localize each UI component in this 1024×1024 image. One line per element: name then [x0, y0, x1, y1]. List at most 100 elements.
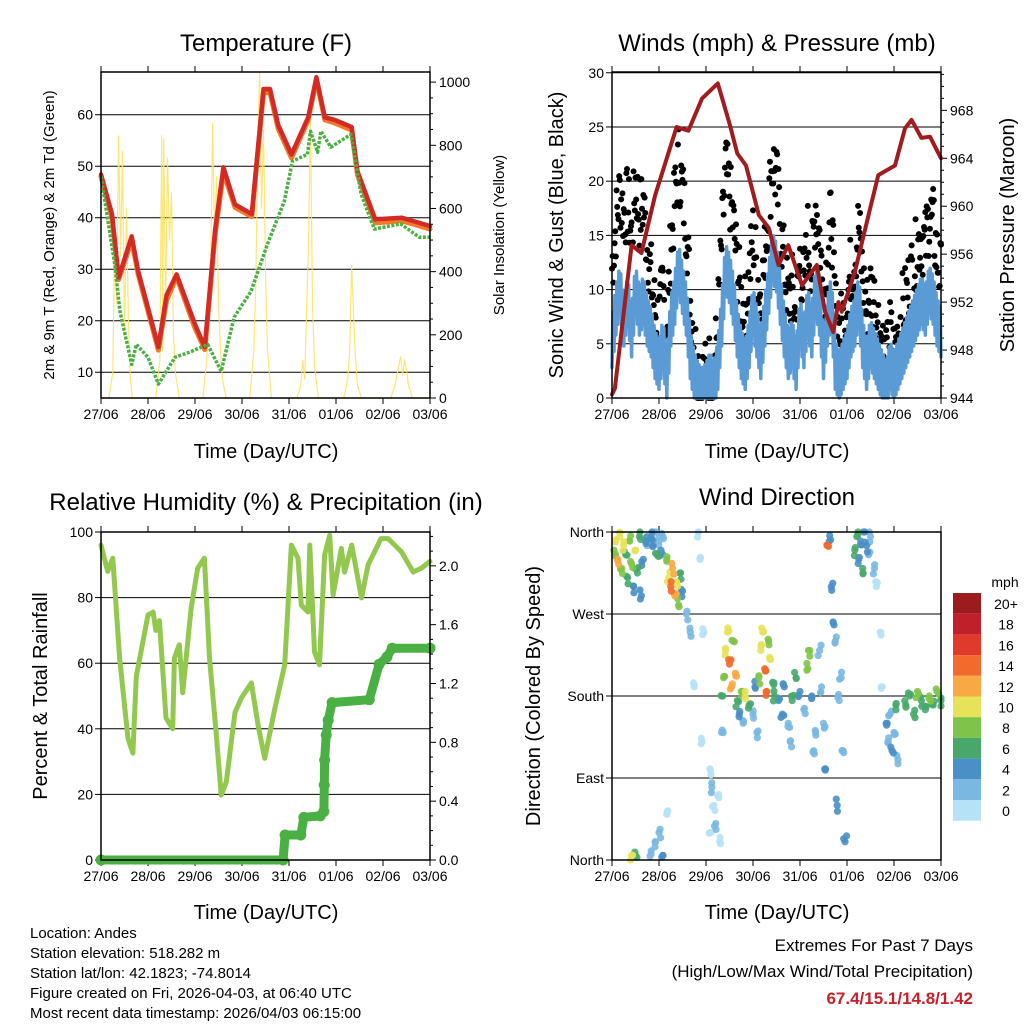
- y2-tick-label: 200: [439, 327, 463, 343]
- gust-point: [641, 194, 648, 201]
- direction-point: [801, 710, 809, 718]
- gust-point: [829, 217, 836, 224]
- direction-point: [859, 570, 867, 578]
- y-tick-label: 60: [77, 107, 93, 123]
- direction-point: [717, 840, 725, 848]
- legend-swatch: [953, 613, 981, 635]
- direction-point: [892, 706, 900, 714]
- gust-point: [732, 247, 739, 254]
- direction-point: [620, 538, 628, 546]
- gust-point: [677, 198, 684, 205]
- plot-frame: [611, 71, 942, 399]
- precipitation-point: [319, 754, 331, 766]
- gust-point: [618, 196, 625, 203]
- direction-point: [705, 829, 713, 837]
- direction-point: [675, 603, 683, 611]
- direction-point: [762, 688, 770, 696]
- direction-point: [741, 695, 750, 703]
- direction-point: [689, 679, 698, 687]
- gust-point: [685, 234, 692, 241]
- gust-point: [832, 280, 839, 287]
- direction-point: [699, 625, 707, 633]
- direction-point: [832, 795, 840, 803]
- gust-point: [720, 211, 727, 218]
- legend-label: 2: [1002, 782, 1010, 798]
- x-tick-label: 27/06: [594, 868, 629, 884]
- precipitation-point: [381, 651, 393, 663]
- gust-point: [887, 299, 894, 306]
- gust-point: [702, 340, 709, 347]
- gust-point: [639, 205, 646, 212]
- legend-label: 20+: [994, 596, 1018, 612]
- gust-point: [919, 271, 926, 278]
- relative-humidity-line: [98, 532, 433, 798]
- y-tick-label: 30: [588, 65, 604, 81]
- direction-point: [840, 835, 848, 843]
- gust-point: [812, 202, 819, 209]
- y-tick-label: 25: [588, 119, 604, 135]
- direction-point: [629, 564, 637, 572]
- extremes-values: 67.4/15.1/14.8/1.42: [826, 989, 973, 1008]
- gust-point: [774, 151, 781, 158]
- y-tick-label: 0: [85, 852, 93, 868]
- gust-point: [616, 177, 623, 184]
- gust-point: [656, 293, 663, 300]
- gust-point: [727, 163, 734, 170]
- direction-point: [728, 680, 736, 688]
- direction-point: [637, 535, 645, 544]
- legend-swatch: [953, 779, 981, 800]
- gust-point: [879, 322, 886, 329]
- gust-point: [908, 242, 915, 249]
- precipitation-point: [318, 805, 330, 817]
- direction-point: [877, 684, 885, 693]
- solar-y2-label: Solar Insolation (Yellow): [491, 155, 508, 315]
- gust-point: [800, 267, 807, 274]
- gust-point: [912, 216, 919, 223]
- y-tick-label: 40: [77, 210, 93, 226]
- direction-point: [863, 548, 872, 556]
- gust-point: [681, 180, 688, 187]
- direction-point: [636, 586, 644, 594]
- precipitation-point: [363, 694, 375, 706]
- y2-tick-label: 960: [950, 198, 974, 214]
- gust-point: [828, 235, 835, 242]
- direction-point: [804, 646, 813, 655]
- gust-point: [686, 246, 693, 253]
- gust-point: [731, 207, 738, 214]
- gust-point: [613, 187, 620, 194]
- direction-point: [786, 737, 795, 745]
- y2-tick-label: 800: [439, 137, 463, 153]
- gust-point: [722, 145, 729, 152]
- direction-point: [837, 668, 846, 676]
- gust-point: [930, 186, 937, 193]
- legend-swatch: [953, 758, 981, 780]
- y-tick-label: 60: [77, 655, 93, 671]
- direction-point: [877, 631, 885, 639]
- x-tick-label: 30/06: [224, 868, 259, 884]
- direction-point: [673, 582, 682, 590]
- direction-point: [764, 635, 772, 643]
- gust-point: [899, 270, 906, 277]
- direction-point: [715, 794, 723, 802]
- y-tick-label: 5: [596, 336, 604, 352]
- direction-point: [911, 706, 919, 714]
- y2-tick-label: 944: [950, 390, 974, 406]
- x-tick-label: 02/06: [365, 406, 400, 422]
- gust-point: [862, 288, 869, 295]
- gust-point: [815, 241, 822, 248]
- direction-point: [921, 702, 929, 710]
- gust-point: [782, 289, 789, 296]
- x-tick-label: 30/06: [224, 406, 259, 422]
- direction-point: [649, 542, 657, 551]
- gust-point: [765, 244, 772, 251]
- direction-point: [751, 684, 760, 692]
- direction-point: [730, 638, 738, 646]
- gust-point: [791, 303, 798, 310]
- y-tick-label: 20: [588, 173, 604, 189]
- gust-point: [774, 201, 781, 208]
- y2-tick-label: 1.2: [439, 675, 459, 691]
- gust-point: [917, 254, 924, 261]
- gust-point: [647, 259, 654, 266]
- direction-point: [630, 589, 638, 597]
- direction-point: [654, 552, 663, 561]
